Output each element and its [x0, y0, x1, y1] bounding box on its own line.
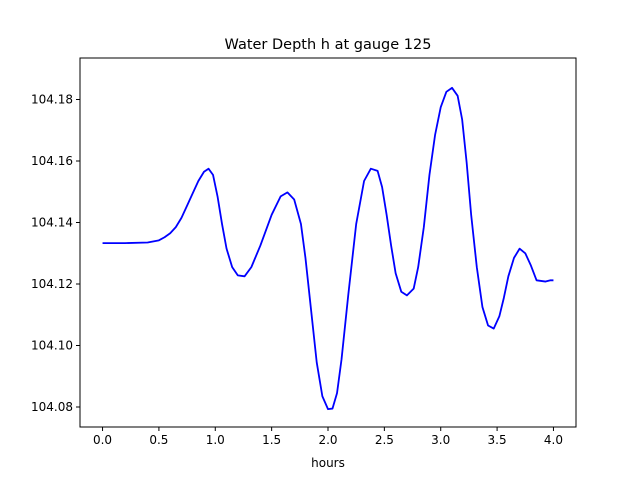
- y-tick-label: 104.10: [31, 339, 73, 353]
- x-axis-label: hours: [311, 456, 345, 470]
- y-tick-label: 104.12: [31, 277, 73, 291]
- y-tick-label: 104.18: [31, 93, 73, 107]
- x-tick-label: 0.0: [93, 433, 112, 447]
- x-tick-label: 2.0: [318, 433, 337, 447]
- series-line-0: [102, 86, 554, 411]
- x-tick-label: 2.5: [375, 433, 394, 447]
- x-tick-label: 3.5: [488, 433, 507, 447]
- x-tick-label: 0.5: [149, 433, 168, 447]
- axes: 0.0 0.5 1.0 1.5 2.0 2.5 3.0 3.5 4.0 104.08 104.10 1…: [31, 57, 577, 447]
- x-tick-label: 1.0: [206, 433, 225, 447]
- y-tick-label: 104.08: [31, 400, 73, 414]
- chart-title: Water Depth h at gauge 125: [225, 37, 432, 53]
- x-tick-label: 3.0: [431, 433, 450, 447]
- y-tick-label: 104.16: [31, 154, 73, 168]
- x-tick-label: 4.0: [544, 433, 563, 447]
- y-tick-label: 104.14: [31, 216, 73, 230]
- plot-area: [102, 86, 554, 411]
- x-tick-label: 1.5: [262, 433, 281, 447]
